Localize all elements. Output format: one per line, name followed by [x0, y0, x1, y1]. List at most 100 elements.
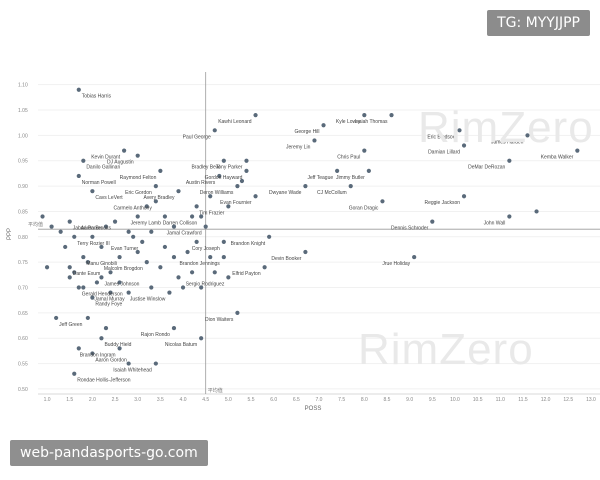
y-tick-label: 0.50 [18, 387, 28, 393]
point-label: Damian Lillard [428, 150, 460, 156]
y-tick-label: 0.95 [18, 159, 28, 165]
point-label: Avery Bradley [143, 195, 175, 201]
data-point [117, 346, 122, 351]
point-label: Goran Dragic [349, 205, 379, 211]
data-point [199, 336, 204, 341]
data-point [221, 239, 226, 244]
data-point [312, 138, 317, 143]
data-point [176, 189, 181, 194]
x-tick-label: 9.5 [429, 397, 436, 403]
x-axis-label: POSS [305, 406, 322, 412]
data-point [189, 270, 195, 275]
point-label: John Wall [484, 221, 506, 227]
point-label: Brandon Jennings [180, 261, 221, 267]
data-point [85, 260, 90, 265]
data-point [90, 295, 95, 300]
data-point [99, 336, 104, 341]
data-point [49, 224, 54, 229]
data-point [203, 224, 208, 229]
data-point [144, 204, 149, 209]
point-label: Tim Frazier [199, 210, 224, 216]
data-point [112, 219, 118, 224]
point-label: Danilo Gallinari [86, 165, 120, 171]
x-tick-label: 3.0 [134, 397, 141, 403]
data-point [212, 270, 217, 275]
data-point [103, 325, 109, 331]
point-label: Kyle Lowry [336, 119, 361, 125]
data-point [321, 123, 326, 128]
data-point [176, 275, 181, 280]
x-tick-label: 13.0 [586, 397, 596, 403]
point-label: George Hill [295, 129, 320, 135]
point-label: Brandon Ingram [80, 352, 116, 358]
grid-lines [38, 84, 600, 390]
point-label: Justise Winslow [130, 297, 166, 303]
x-tick-label: 12.5 [563, 397, 573, 403]
data-point [144, 260, 149, 265]
data-point [239, 178, 245, 184]
data-point [507, 158, 512, 163]
x-tick-label: 1.0 [44, 397, 51, 403]
point-label: Elfrid Payton [232, 271, 261, 277]
data-point [135, 214, 140, 219]
point-label: Raymond Felton [120, 175, 157, 181]
data-point [153, 199, 158, 204]
data-point [217, 173, 222, 179]
data-point [366, 168, 371, 173]
data-point [194, 239, 199, 244]
data-point [389, 113, 394, 118]
point-label: Kemba Walker [541, 155, 574, 161]
data-point [81, 285, 86, 290]
point-label: Kevin Durant [91, 155, 121, 161]
x-tick-label: 11.5 [518, 397, 528, 403]
data-point [208, 254, 213, 260]
point-label: Buddy Hield [104, 342, 131, 348]
point-label: Terry Rozier III [77, 241, 110, 247]
x-tick-label: 10.0 [450, 397, 460, 403]
data-point [457, 128, 462, 133]
footer-url: web-pandasports-go.com [10, 440, 208, 466]
data-point [171, 224, 177, 229]
y-tick-label: 1.10 [18, 83, 28, 89]
channel-badge: TG: MYYJJPP [487, 10, 590, 36]
point-label: Isaiah Whitehead [113, 368, 152, 374]
point-label: Manu Ginobili [86, 261, 117, 267]
data-point [212, 128, 217, 133]
data-point [149, 285, 154, 290]
data-point [122, 148, 127, 153]
data-point [76, 173, 81, 179]
point-label: Jeff Teague [307, 175, 333, 181]
data-point [135, 153, 140, 158]
data-point [76, 285, 81, 290]
data-point [117, 280, 122, 285]
data-point [162, 244, 168, 250]
data-point [72, 371, 77, 376]
data-point [189, 214, 195, 219]
data-point [108, 270, 113, 275]
data-point [90, 234, 95, 239]
data-point [67, 275, 72, 280]
watermark-bottom: RimZero [358, 325, 534, 374]
point-label: Jamal Crawford [167, 231, 202, 237]
data-point [153, 361, 158, 366]
point-label: Gordon Hayward [205, 175, 243, 181]
point-label: Tony Parker [216, 165, 243, 171]
point-label: Jeremy Lamb [131, 221, 162, 227]
y-tick-label: 0.55 [18, 362, 28, 368]
plot-background [38, 72, 600, 394]
point-label: Deron Williams [200, 190, 234, 196]
data-point [226, 204, 231, 209]
data-point [362, 148, 367, 153]
y-tick-label: 1.05 [18, 108, 28, 114]
x-tick-label: 11.0 [496, 397, 506, 403]
data-point [126, 361, 131, 366]
point-label: Jabari Parker [73, 226, 103, 232]
data-point [117, 254, 122, 260]
x-tick-label: 12.0 [541, 397, 551, 403]
point-label: Jimmy Butler [336, 175, 365, 181]
x-tick-label: 1.5 [66, 397, 73, 403]
data-point [162, 214, 168, 219]
point-label: Rajon Rondo [141, 332, 170, 338]
